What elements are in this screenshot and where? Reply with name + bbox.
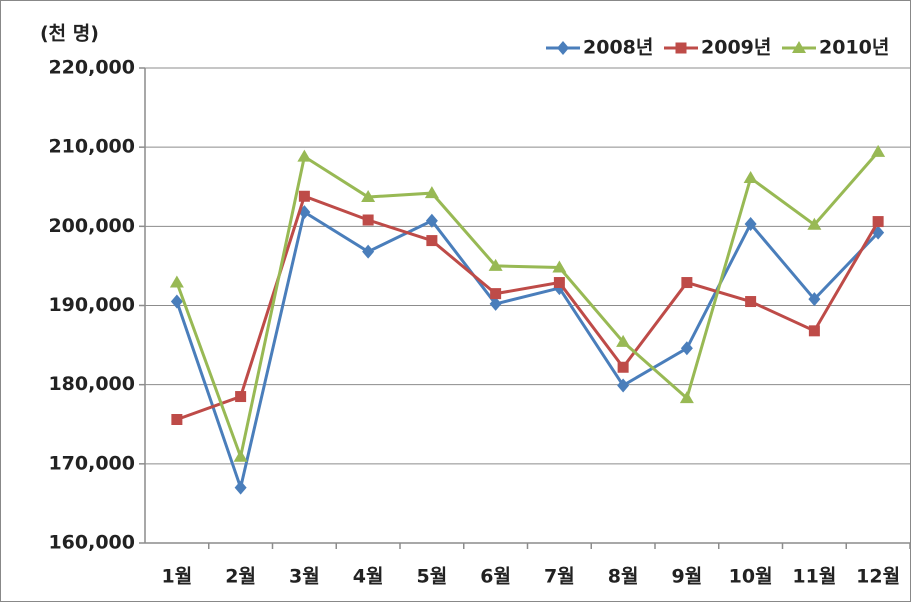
x-tick-label: 6월 bbox=[480, 566, 511, 588]
data-point bbox=[745, 296, 757, 308]
x-tick-label: 5월 bbox=[417, 566, 448, 588]
data-point bbox=[362, 244, 375, 259]
legend-label: 2009년 bbox=[701, 37, 771, 59]
legend-label: 2008년 bbox=[583, 37, 653, 59]
data-point bbox=[170, 294, 183, 309]
data-point bbox=[169, 275, 184, 288]
data-point bbox=[616, 334, 631, 347]
x-tick-label: 1월 bbox=[162, 566, 193, 588]
series-line bbox=[176, 194, 880, 421]
data-point bbox=[808, 325, 820, 337]
data-point bbox=[424, 186, 439, 199]
data-point bbox=[425, 213, 438, 228]
x-tick-label: 3월 bbox=[289, 566, 320, 588]
legend-label: 2010년 bbox=[819, 37, 889, 59]
x-tick-label: 9월 bbox=[672, 566, 703, 588]
data-point bbox=[871, 144, 886, 157]
data-point bbox=[872, 216, 884, 228]
series-line bbox=[175, 150, 880, 463]
data-point bbox=[298, 190, 310, 202]
y-tick-label: 180,000 bbox=[48, 373, 135, 395]
series-line bbox=[175, 209, 880, 494]
data-point bbox=[553, 277, 565, 289]
y-tick-label: 220,000 bbox=[48, 57, 135, 79]
data-point bbox=[489, 296, 502, 311]
y-tick-label: 190,000 bbox=[48, 294, 135, 316]
data-point bbox=[744, 216, 757, 231]
x-tick-label: 10월 bbox=[729, 566, 773, 588]
data-point bbox=[171, 414, 183, 425]
data-point bbox=[617, 361, 629, 373]
data-point bbox=[552, 260, 567, 273]
data-point bbox=[235, 391, 247, 403]
data-point bbox=[426, 235, 438, 247]
data-point bbox=[233, 449, 248, 462]
data-point bbox=[681, 277, 693, 289]
data-point bbox=[490, 288, 502, 300]
data-point bbox=[234, 480, 247, 495]
y-unit: (천 명) bbox=[40, 23, 99, 45]
data-point bbox=[743, 171, 758, 184]
data-point bbox=[808, 292, 821, 307]
data-point bbox=[362, 214, 374, 226]
legend-marker bbox=[557, 41, 569, 55]
x-tick-label: 8월 bbox=[608, 566, 639, 588]
y-tick-label: 200,000 bbox=[48, 215, 135, 237]
data-point bbox=[297, 149, 312, 162]
x-tick-label: 11월 bbox=[792, 566, 836, 588]
x-tick-label: 2월 bbox=[225, 566, 256, 588]
data-point bbox=[617, 378, 630, 393]
y-tick-label: 160,000 bbox=[48, 532, 135, 554]
y-tick-label: 210,000 bbox=[48, 136, 135, 158]
legend-marker bbox=[675, 42, 687, 54]
x-tick-label: 4월 bbox=[353, 566, 384, 588]
data-point bbox=[680, 341, 693, 356]
x-tick-label: 12월 bbox=[856, 566, 900, 588]
data-point bbox=[679, 391, 694, 404]
data-point bbox=[488, 258, 503, 271]
legend-marker bbox=[792, 41, 806, 53]
data-point bbox=[807, 217, 822, 230]
y-tick-label: 170,000 bbox=[48, 452, 135, 474]
x-tick-label: 7월 bbox=[544, 566, 575, 588]
data-point bbox=[361, 190, 376, 203]
